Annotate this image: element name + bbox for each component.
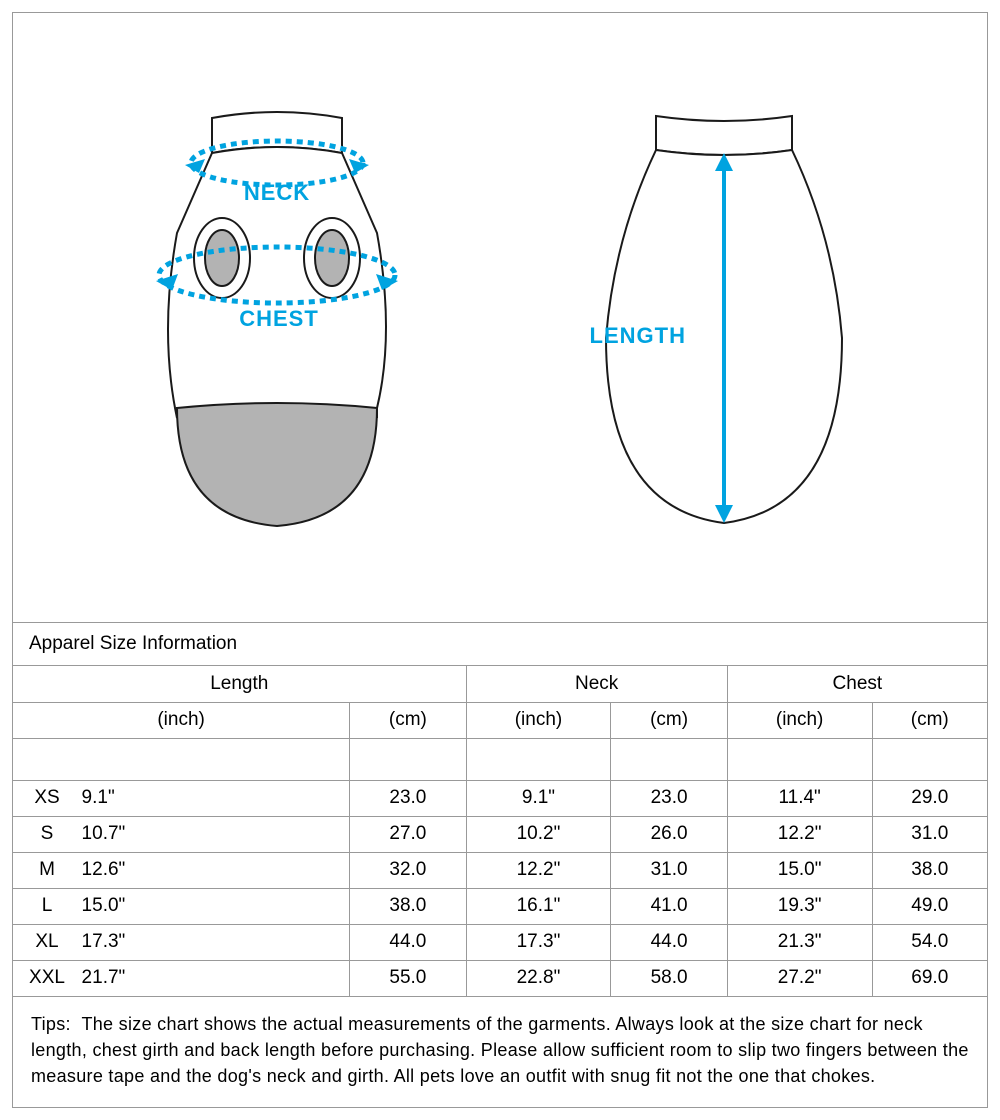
table-title: Apparel Size Information	[13, 623, 987, 666]
cell-length-cm: 32.0	[350, 852, 466, 888]
table-row: XXL 21.7"55.022.8"58.027.2"69.0	[13, 960, 987, 996]
size-chart-container: NECK CHEST LENGTH Apparel Size Informati…	[12, 12, 988, 1108]
unit-header: (inch)	[466, 702, 611, 738]
diagram-area: NECK CHEST LENGTH	[13, 13, 987, 623]
cell-chest-in: 27.2"	[727, 960, 872, 996]
tips-body: The size chart shows the actual measurem…	[31, 1014, 969, 1086]
table-row: L 15.0"38.016.1"41.019.3"49.0	[13, 888, 987, 924]
size-table: Length Neck Chest (inch) (cm) (inch) (cm…	[13, 666, 987, 997]
cell-neck-in: 9.1"	[466, 780, 611, 816]
cell-neck-cm: 44.0	[611, 924, 727, 960]
cell-chest-cm: 29.0	[872, 780, 987, 816]
unit-header: (cm)	[872, 702, 987, 738]
cell-chest-in: 12.2"	[727, 816, 872, 852]
group-header-neck: Neck	[466, 666, 727, 702]
garment-back-diagram: LENGTH	[574, 108, 874, 528]
chest-label: CHEST	[239, 306, 319, 331]
blank-row	[13, 738, 987, 780]
unit-header: (cm)	[611, 702, 727, 738]
cell-length-cm: 27.0	[350, 816, 466, 852]
group-header-chest: Chest	[727, 666, 987, 702]
cell-chest-cm: 54.0	[872, 924, 987, 960]
cell-length-cm: 23.0	[350, 780, 466, 816]
cell-neck-in: 17.3"	[466, 924, 611, 960]
length-label: LENGTH	[589, 323, 685, 348]
cell-neck-cm: 41.0	[611, 888, 727, 924]
table-row: M 12.6"32.012.2"31.015.0"38.0	[13, 852, 987, 888]
unit-header-row: (inch) (cm) (inch) (cm) (inch) (cm)	[13, 702, 987, 738]
cell-neck-cm: 23.0	[611, 780, 727, 816]
table-row: XL 17.3"44.017.3"44.021.3"54.0	[13, 924, 987, 960]
cell-neck-in: 10.2"	[466, 816, 611, 852]
cell-chest-cm: 31.0	[872, 816, 987, 852]
unit-header: (inch)	[727, 702, 872, 738]
cell-size-inch: XXL 21.7"	[13, 960, 350, 996]
table-row: XS 9.1"23.09.1"23.011.4"29.0	[13, 780, 987, 816]
unit-header: (cm)	[350, 702, 466, 738]
garment-front-diagram: NECK CHEST	[127, 108, 427, 528]
cell-chest-in: 15.0"	[727, 852, 872, 888]
cell-chest-in: 11.4"	[727, 780, 872, 816]
cell-length-cm: 44.0	[350, 924, 466, 960]
cell-size-inch: L 15.0"	[13, 888, 350, 924]
cell-chest-cm: 49.0	[872, 888, 987, 924]
cell-size-inch: S 10.7"	[13, 816, 350, 852]
group-header-row: Length Neck Chest	[13, 666, 987, 702]
cell-size-inch: XS 9.1"	[13, 780, 350, 816]
cell-neck-in: 16.1"	[466, 888, 611, 924]
size-table-section: Apparel Size Information Length Neck Che…	[13, 623, 987, 1107]
cell-length-cm: 55.0	[350, 960, 466, 996]
cell-neck-cm: 26.0	[611, 816, 727, 852]
group-header-length: Length	[13, 666, 466, 702]
cell-chest-cm: 69.0	[872, 960, 987, 996]
tips-label: Tips:	[31, 1014, 71, 1034]
unit-header: (inch)	[13, 702, 350, 738]
cell-neck-in: 22.8"	[466, 960, 611, 996]
neck-label: NECK	[243, 180, 309, 205]
cell-chest-in: 19.3"	[727, 888, 872, 924]
cell-neck-cm: 58.0	[611, 960, 727, 996]
cell-size-inch: XL 17.3"	[13, 924, 350, 960]
cell-chest-in: 21.3"	[727, 924, 872, 960]
cell-size-inch: M 12.6"	[13, 852, 350, 888]
cell-length-cm: 38.0	[350, 888, 466, 924]
table-row: S 10.7"27.010.2"26.012.2"31.0	[13, 816, 987, 852]
cell-chest-cm: 38.0	[872, 852, 987, 888]
tips-text: Tips: The size chart shows the actual me…	[13, 997, 987, 1107]
cell-neck-in: 12.2"	[466, 852, 611, 888]
cell-neck-cm: 31.0	[611, 852, 727, 888]
